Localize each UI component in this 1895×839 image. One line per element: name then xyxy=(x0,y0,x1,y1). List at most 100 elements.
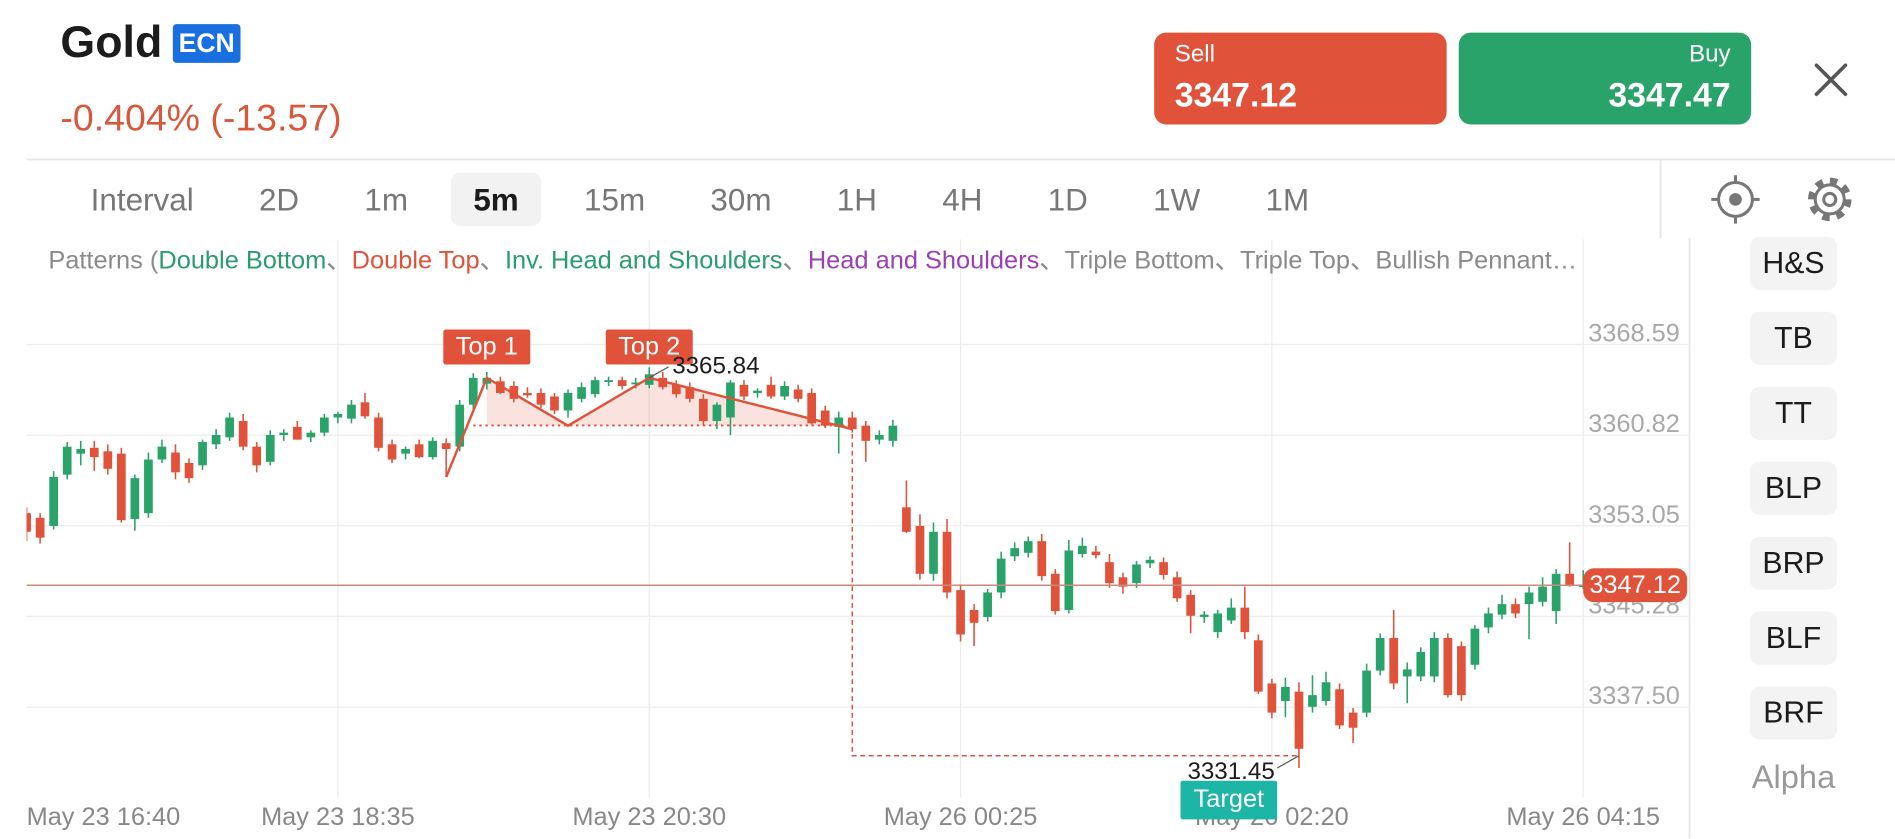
y-tick-label: 3360.82 xyxy=(1588,410,1680,438)
interval-tab[interactable]: 4H xyxy=(942,181,983,218)
sell-button[interactable]: Sell 3347.12 xyxy=(1154,32,1447,125)
x-tick-label: May 26 04:15 xyxy=(1506,803,1660,831)
y-tick-label: 3368.59 xyxy=(1588,319,1680,347)
candle-body xyxy=(211,434,221,445)
candle-body xyxy=(1511,604,1520,614)
legend-item: Triple Top xyxy=(1240,246,1351,275)
candle-body xyxy=(292,426,302,440)
legend-item: Head and Shoulders xyxy=(807,246,1040,275)
candle-body xyxy=(1551,573,1561,612)
buy-button[interactable]: Buy 3347.47 xyxy=(1458,32,1752,125)
price-change: -0.404% (-13.57) xyxy=(60,96,342,139)
locate-button[interactable] xyxy=(1711,175,1760,224)
candle-body xyxy=(617,380,627,387)
candle-body xyxy=(1023,541,1033,553)
candle-body xyxy=(360,402,370,417)
candle-body xyxy=(834,417,844,427)
candle-body xyxy=(1429,637,1439,677)
candle-body xyxy=(1524,592,1534,605)
candle-body xyxy=(1240,607,1250,633)
interval-tab[interactable]: 1D xyxy=(1047,181,1088,218)
last-price-tag xyxy=(1583,568,1688,603)
candle-body xyxy=(820,410,830,426)
candle-body xyxy=(1538,586,1547,602)
pattern-button[interactable]: H&S xyxy=(1749,236,1837,291)
buy-price: 3347.47 xyxy=(1608,76,1731,114)
pattern-legend: Patterns (Double Bottom、Double Top、Inv. … xyxy=(48,241,1689,277)
alpha-label[interactable]: Alpha xyxy=(1751,758,1836,796)
top-label: Top 1 xyxy=(456,332,518,360)
buy-label: Buy xyxy=(1688,41,1731,68)
candle-body xyxy=(26,513,31,532)
candle-body xyxy=(888,425,898,441)
candle-body xyxy=(1497,604,1507,615)
candle-body xyxy=(753,390,762,393)
interval-tab[interactable]: 15m xyxy=(583,181,646,218)
x-tick-label: May 26 00:25 xyxy=(884,803,1038,831)
candle-body xyxy=(252,446,262,466)
top-badge xyxy=(443,329,531,365)
legend-separator: 、 xyxy=(782,246,808,275)
x-tick-label: May 23 16:40 xyxy=(27,803,181,831)
candle-body xyxy=(1416,651,1426,677)
candle-body xyxy=(1091,551,1101,556)
pattern-fill xyxy=(486,377,853,430)
candle-body xyxy=(1118,577,1128,587)
last-price-label: 3347.12 xyxy=(1589,571,1681,599)
candle-body xyxy=(969,609,979,623)
candle-body xyxy=(1267,683,1277,713)
pattern-button[interactable]: TT xyxy=(1749,386,1837,440)
candle-body xyxy=(1375,637,1385,671)
candle-body xyxy=(455,404,465,447)
candle-body xyxy=(983,592,992,617)
candle-body xyxy=(726,382,735,418)
candle-body xyxy=(157,446,167,460)
candle-body xyxy=(401,448,410,454)
interval-tab[interactable]: 1M xyxy=(1265,181,1310,218)
candle-body xyxy=(780,386,789,397)
candle-body xyxy=(1078,545,1087,554)
pattern-button[interactable]: BLF xyxy=(1749,611,1837,665)
candle-body xyxy=(1010,548,1020,557)
pattern-button[interactable]: BRF xyxy=(1749,686,1837,740)
candle-body xyxy=(929,531,938,574)
target-line xyxy=(851,425,1299,757)
pattern-button[interactable]: BLP xyxy=(1749,461,1837,515)
target-label: Target xyxy=(1194,785,1264,813)
candle-body xyxy=(915,525,925,574)
interval-tab[interactable]: 2D xyxy=(258,181,300,218)
candle-body xyxy=(1348,712,1358,728)
candle-body xyxy=(49,476,59,526)
interval-tab[interactable]: 1H xyxy=(836,181,877,218)
candle-body xyxy=(739,384,749,397)
interval-tab[interactable]: 1W xyxy=(1153,181,1201,218)
legend-prefix: Patterns ( xyxy=(48,246,159,275)
settings-button[interactable] xyxy=(1807,177,1852,222)
interval-tab[interactable]: 30m xyxy=(710,181,772,218)
candle-body xyxy=(956,590,965,635)
candle-body xyxy=(347,404,356,419)
candle-body xyxy=(171,452,180,473)
legend-item: Triple Bottom xyxy=(1064,246,1215,275)
candle-body xyxy=(563,392,573,411)
interval-tab[interactable]: 5m xyxy=(450,172,542,226)
close-button[interactable] xyxy=(1814,63,1848,97)
candle-body xyxy=(793,389,803,399)
candle-body xyxy=(874,434,884,440)
candle-body xyxy=(1186,594,1196,616)
candle-body xyxy=(942,531,952,593)
candle-body xyxy=(225,417,234,438)
pattern-button[interactable]: BRP xyxy=(1749,536,1837,590)
candle-body xyxy=(550,396,559,411)
candle-body xyxy=(1362,670,1371,713)
x-tick-label: May 23 18:35 xyxy=(261,803,415,831)
candle-body xyxy=(198,441,207,466)
interval-tab[interactable]: 1m xyxy=(364,181,409,218)
y-tick-label: 3337.50 xyxy=(1588,682,1680,710)
pattern-button[interactable]: TB xyxy=(1749,311,1837,365)
sell-price: 3347.12 xyxy=(1174,76,1298,114)
candle-body xyxy=(861,425,871,441)
candle-body xyxy=(1199,614,1209,617)
